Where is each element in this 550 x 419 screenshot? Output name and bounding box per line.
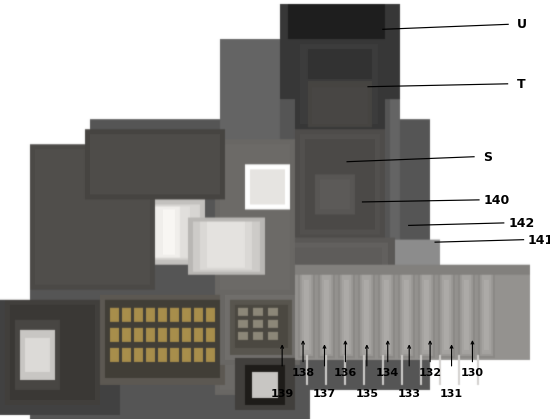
- Text: 131: 131: [440, 389, 463, 399]
- Text: 140: 140: [483, 194, 510, 207]
- Text: 134: 134: [376, 368, 399, 378]
- Text: 139: 139: [271, 389, 294, 399]
- Text: 142: 142: [508, 217, 535, 230]
- Text: 135: 135: [355, 389, 378, 399]
- Text: 133: 133: [398, 389, 421, 399]
- Text: 138: 138: [292, 368, 315, 378]
- Text: 136: 136: [334, 368, 357, 378]
- Text: 130: 130: [461, 368, 484, 378]
- Text: 137: 137: [313, 389, 336, 399]
- Text: 132: 132: [419, 368, 442, 378]
- Text: 141: 141: [528, 233, 550, 247]
- Text: U: U: [517, 18, 527, 31]
- Text: T: T: [517, 78, 526, 91]
- Text: S: S: [483, 151, 492, 164]
